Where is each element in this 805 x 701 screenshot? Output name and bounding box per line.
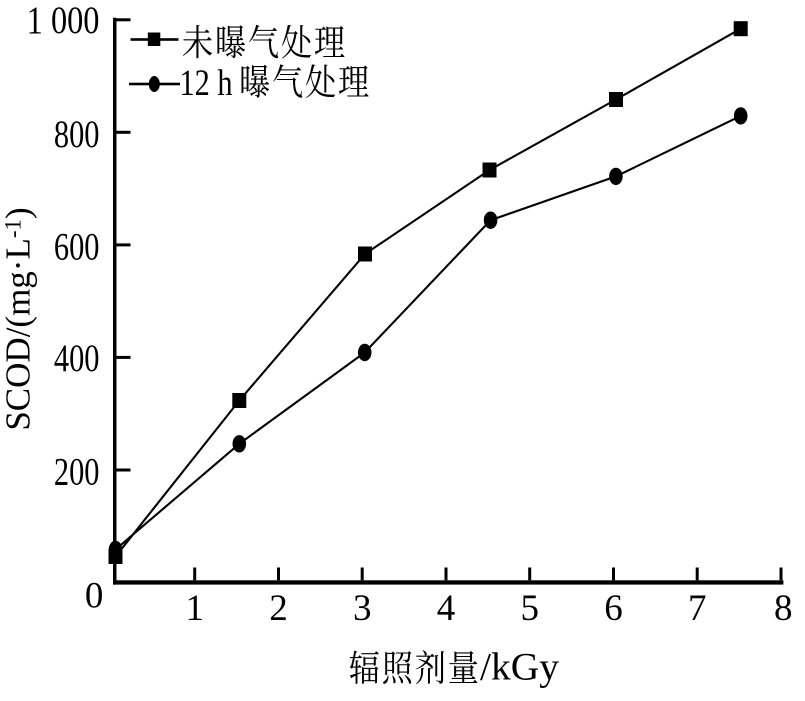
svg-text:5: 5: [520, 588, 539, 629]
svg-text:3: 3: [353, 588, 372, 629]
svg-text:0: 0: [85, 575, 104, 616]
svg-text:2: 2: [269, 588, 288, 629]
svg-text:7: 7: [688, 588, 707, 629]
svg-text:4: 4: [437, 588, 456, 629]
svg-text:/kGy: /kGy: [480, 645, 559, 689]
svg-text:SCOD/(mg·L-1): SCOD/(mg·L-1): [0, 207, 38, 430]
svg-text:6: 6: [604, 588, 623, 629]
svg-text:200: 200: [54, 450, 100, 493]
svg-text:1: 1: [185, 588, 204, 629]
svg-text:8: 8: [774, 588, 793, 629]
svg-text:400: 400: [54, 336, 100, 379]
svg-text:1 000: 1 000: [27, 0, 100, 42]
svg-text:600: 600: [54, 225, 100, 268]
svg-text:800: 800: [54, 112, 100, 155]
svg-text:12 h: 12 h: [180, 63, 233, 103]
